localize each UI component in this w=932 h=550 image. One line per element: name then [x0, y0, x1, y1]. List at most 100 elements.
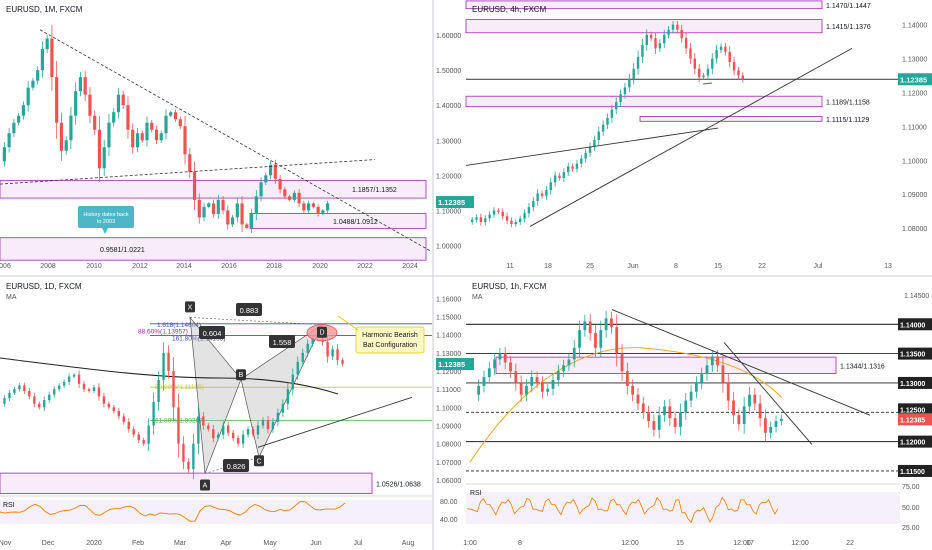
4h-candle: [645, 34, 648, 45]
hourly-candle: [742, 406, 746, 425]
hourly-x-tick: 22: [846, 540, 854, 547]
4h-x-tick: 15: [714, 263, 722, 270]
monthly-candle: [88, 94, 92, 116]
daily-y-tick: 1.08000: [436, 442, 461, 449]
monthly-candle: [145, 122, 149, 141]
hourly-price-tag-label: 1.14000: [900, 322, 925, 329]
monthly-x-tick: 2024: [402, 263, 418, 270]
daily-candle: [57, 385, 61, 390]
monthly-candle: [192, 171, 197, 200]
daily-y-tick: 1.14000: [436, 333, 461, 340]
daily-point-marker: [200, 479, 210, 491]
daily-x-tick: Aug: [402, 540, 415, 547]
hourly-candle: [721, 365, 725, 383]
hourly-rsi-label: RSI: [470, 490, 482, 497]
4h-candle: [545, 190, 548, 196]
daily-ratio-box: [236, 303, 262, 316]
4h-x-tick: 18: [544, 263, 552, 270]
monthly-candle: [207, 203, 211, 207]
daily-candle: [97, 387, 101, 397]
hourly-candle: [737, 415, 741, 425]
hourly-subtitle: MA: [472, 294, 483, 301]
hourly-candle: [753, 394, 757, 404]
monthly-candle: [150, 122, 154, 130]
daily-x-tick: May: [263, 540, 277, 547]
monthly-candle: [102, 147, 106, 169]
hourly-price-tag: [898, 403, 932, 416]
4h-candle: [532, 201, 535, 208]
4h-candle: [597, 131, 600, 140]
monthly-candle: [240, 203, 244, 225]
hourly-x-tick: 15: [676, 540, 684, 547]
hourly-candle: [636, 394, 640, 404]
hourly-candle: [663, 406, 666, 416]
daily-candle: [77, 374, 81, 384]
daily-ratio-label: 0.604: [203, 329, 222, 338]
4h-candle: [724, 46, 727, 52]
4h-x-tick: 25: [586, 263, 594, 270]
hourly-price-tag-label: 1.11500: [900, 469, 925, 476]
daily-candle: [132, 429, 135, 435]
4h-candle: [732, 61, 736, 71]
4h-candle: [553, 175, 557, 183]
monthly-y-tick: 1.60000: [436, 33, 461, 40]
hourly-rsi-tick: 75.00: [902, 484, 920, 491]
daily-fib-label: 1.618(1.14604): [157, 322, 201, 329]
daily-y-tick: 1.06000: [436, 478, 461, 485]
daily-point-marker: [317, 326, 327, 338]
daily-candle: [18, 385, 21, 390]
4h-candle: [684, 38, 688, 49]
hourly-candle: [641, 403, 645, 413]
daily-fib-label: 61.80%(1.09267): [155, 418, 205, 425]
daily-uptrend-line: [257, 396, 413, 448]
monthly-zone: [0, 179, 427, 199]
4h-price-tag: [898, 73, 932, 86]
daily-fib-label: 50.00%(1.11108): [155, 384, 204, 391]
hourly-candle: [615, 327, 619, 354]
daily-candle: [137, 434, 140, 441]
daily-candle: [38, 403, 41, 408]
daily-x-tick: Dec: [42, 540, 55, 547]
monthly-candle: [131, 129, 135, 148]
4h-candle: [689, 48, 692, 59]
hourly-candle: [509, 362, 512, 372]
daily-y-tick: 1.11000: [436, 387, 461, 394]
4h-candle: [523, 213, 526, 219]
daily-candle: [23, 385, 26, 391]
hourly-candle: [540, 382, 544, 392]
daily-callout-box: [355, 326, 425, 354]
monthly-candle: [245, 224, 249, 228]
daily-candle: [231, 432, 235, 439]
hourly-candle: [487, 368, 491, 378]
daily-candle: [8, 392, 11, 399]
monthly-candle: [259, 182, 263, 197]
hourly-candle: [493, 359, 496, 369]
daily-candle: [197, 416, 200, 444]
4h-candle: [501, 211, 504, 217]
monthly-y-tick: 1.40000: [436, 103, 461, 110]
4h-candle: [711, 58, 714, 69]
monthly-candle: [64, 140, 68, 151]
monthly-candle: [321, 210, 325, 214]
4h-candle: [514, 222, 518, 225]
daily-title: EURUSD, 1D, FXCM: [6, 282, 82, 291]
hourly-candle: [732, 400, 735, 416]
monthly-candle: [326, 203, 330, 211]
daily-candle: [147, 425, 150, 444]
daily-x-tick: Mar: [174, 540, 187, 547]
daily-candle: [62, 381, 66, 386]
hourly-candle: [572, 347, 576, 360]
daily-point-label: B: [239, 372, 244, 379]
daily-candle: [236, 438, 240, 444]
hourly-zone-label: 1.1344/1.1316: [840, 363, 885, 370]
daily-point-marker: [185, 301, 195, 313]
4h-candle: [663, 34, 666, 44]
hourly-candle: [551, 380, 555, 389]
4h-candle: [484, 218, 487, 223]
4h-candle: [702, 75, 705, 78]
monthly-candle: [26, 87, 30, 106]
hourly-price-tag-label: 1.13000: [900, 381, 925, 388]
4h-candle: [488, 214, 491, 219]
4h-price-tag-label: 1.12385: [900, 75, 927, 84]
